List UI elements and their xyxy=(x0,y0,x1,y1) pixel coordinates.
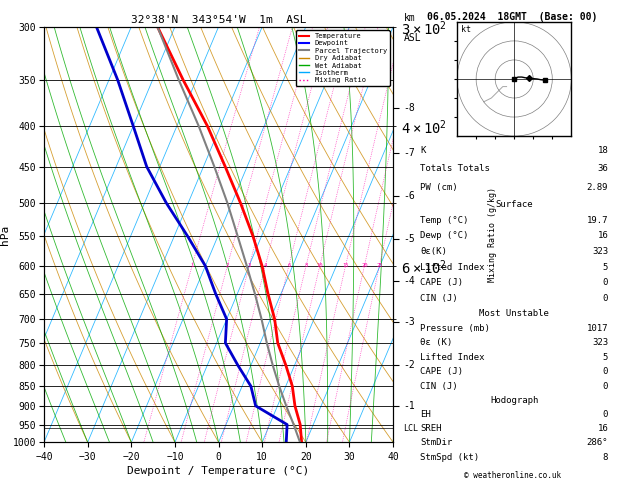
Text: km: km xyxy=(404,13,415,22)
Text: 5: 5 xyxy=(603,262,608,272)
Y-axis label: Mixing Ratio (g/kg): Mixing Ratio (g/kg) xyxy=(488,187,497,282)
Text: 8: 8 xyxy=(603,452,608,462)
Text: 0: 0 xyxy=(603,294,608,303)
Text: EH: EH xyxy=(420,410,431,419)
Text: CAPE (J): CAPE (J) xyxy=(420,278,463,287)
Text: StmDir: StmDir xyxy=(420,438,452,448)
Text: -3: -3 xyxy=(404,317,415,327)
Text: -4: -4 xyxy=(404,276,415,286)
Text: Hodograph: Hodograph xyxy=(490,396,538,405)
Text: 0: 0 xyxy=(603,367,608,376)
Text: 3: 3 xyxy=(248,263,251,268)
Text: 6: 6 xyxy=(287,263,291,268)
Text: θε (K): θε (K) xyxy=(420,338,452,347)
Text: 8: 8 xyxy=(304,263,308,268)
Text: -2: -2 xyxy=(404,360,415,370)
Text: 25: 25 xyxy=(376,263,382,268)
Text: 0: 0 xyxy=(603,382,608,391)
Text: CIN (J): CIN (J) xyxy=(420,382,458,391)
Text: 06.05.2024  18GMT  (Base: 00): 06.05.2024 18GMT (Base: 00) xyxy=(428,12,598,22)
Text: Temp (°C): Temp (°C) xyxy=(420,216,469,225)
Text: PW (cm): PW (cm) xyxy=(420,183,458,192)
Text: 15: 15 xyxy=(342,263,349,268)
Text: 16: 16 xyxy=(598,424,608,434)
Text: 10: 10 xyxy=(316,263,323,268)
Text: Totals Totals: Totals Totals xyxy=(420,164,490,174)
Text: Pressure (mb): Pressure (mb) xyxy=(420,324,490,332)
Text: kt: kt xyxy=(460,25,470,35)
Text: -5: -5 xyxy=(404,234,415,244)
Text: StmSpd (kt): StmSpd (kt) xyxy=(420,452,479,462)
Text: Most Unstable: Most Unstable xyxy=(479,309,549,318)
Text: -8: -8 xyxy=(404,104,415,113)
Text: © weatheronline.co.uk: © weatheronline.co.uk xyxy=(464,471,561,480)
Y-axis label: hPa: hPa xyxy=(0,225,10,244)
Text: 19.7: 19.7 xyxy=(587,216,608,225)
Text: Lifted Index: Lifted Index xyxy=(420,262,485,272)
Text: 4: 4 xyxy=(264,263,267,268)
Text: Dewp (°C): Dewp (°C) xyxy=(420,231,469,241)
Text: Surface: Surface xyxy=(496,200,533,209)
Text: 2: 2 xyxy=(226,263,229,268)
Text: ASL: ASL xyxy=(404,33,421,43)
Text: -7: -7 xyxy=(404,148,415,157)
Text: CIN (J): CIN (J) xyxy=(420,294,458,303)
Text: SREH: SREH xyxy=(420,424,442,434)
Text: 2.89: 2.89 xyxy=(587,183,608,192)
Text: 18: 18 xyxy=(598,146,608,155)
Text: 1: 1 xyxy=(191,263,194,268)
X-axis label: Dewpoint / Temperature (°C): Dewpoint / Temperature (°C) xyxy=(128,466,309,476)
Text: 0: 0 xyxy=(603,278,608,287)
Legend: Temperature, Dewpoint, Parcel Trajectory, Dry Adiabat, Wet Adiabat, Isotherm, Mi: Temperature, Dewpoint, Parcel Trajectory… xyxy=(296,30,389,86)
Text: 1017: 1017 xyxy=(587,324,608,332)
Text: 0: 0 xyxy=(603,410,608,419)
Text: 20: 20 xyxy=(361,263,367,268)
Text: CAPE (J): CAPE (J) xyxy=(420,367,463,376)
Text: 5: 5 xyxy=(603,353,608,362)
Text: 323: 323 xyxy=(592,247,608,256)
Text: -1: -1 xyxy=(404,401,415,411)
Text: θε(K): θε(K) xyxy=(420,247,447,256)
Title: 32°38'N  343°54'W  1m  ASL: 32°38'N 343°54'W 1m ASL xyxy=(131,15,306,25)
Text: 286°: 286° xyxy=(587,438,608,448)
Text: 36: 36 xyxy=(598,164,608,174)
Text: 16: 16 xyxy=(598,231,608,241)
Text: 323: 323 xyxy=(592,338,608,347)
Text: Lifted Index: Lifted Index xyxy=(420,353,485,362)
Text: K: K xyxy=(420,146,426,155)
Text: -6: -6 xyxy=(404,191,415,201)
Text: LCL: LCL xyxy=(404,424,418,433)
